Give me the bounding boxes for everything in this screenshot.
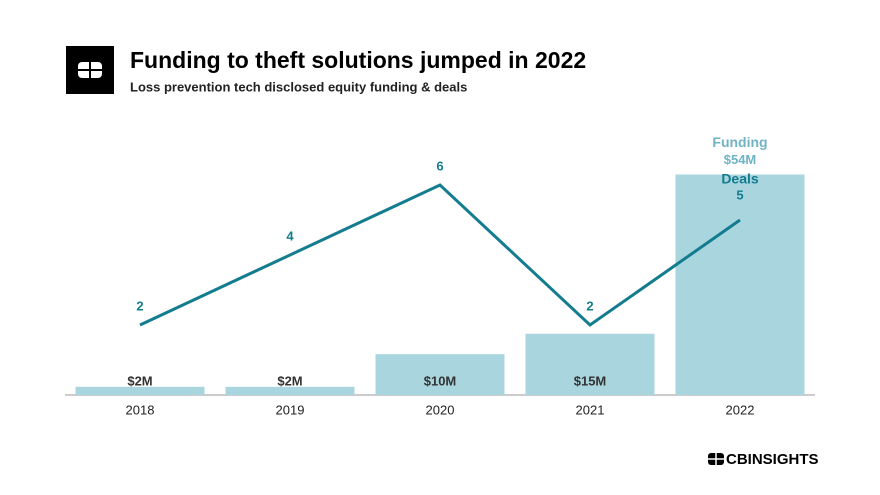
x-tick-label: 2018 <box>126 402 155 417</box>
bar-value-label: $2M <box>277 373 302 388</box>
line-value-label: 5 <box>736 187 743 202</box>
chart-title: Funding to theft solutions jumped in 202… <box>130 47 586 73</box>
x-tick-label: 2020 <box>426 402 455 417</box>
bar <box>75 386 205 395</box>
series-label: Funding <box>712 134 767 150</box>
footer-logo-text: CBINSIGHTS <box>726 451 819 468</box>
bar <box>225 386 355 395</box>
bar <box>375 354 505 395</box>
bar-value-label: $10M <box>424 373 457 388</box>
line <box>139 183 741 327</box>
x-tick-label: 2022 <box>726 402 755 417</box>
bar-value-label: $15M <box>574 373 607 388</box>
series-label: Deals <box>721 171 759 187</box>
x-tick-label: 2021 <box>576 402 605 417</box>
chart-subtitle: Loss prevention tech disclosed equity fu… <box>130 79 467 94</box>
line-value-label: 6 <box>436 158 443 173</box>
bar <box>525 333 655 395</box>
bar-value-label: $2M <box>127 373 152 388</box>
bar-value-label: $54M <box>724 152 757 167</box>
line-value-label: 2 <box>136 298 143 313</box>
line-value-label: 4 <box>286 228 294 243</box>
line-value-label: 2 <box>586 298 593 313</box>
x-tick-label: 2019 <box>276 402 305 417</box>
bar <box>675 174 805 395</box>
